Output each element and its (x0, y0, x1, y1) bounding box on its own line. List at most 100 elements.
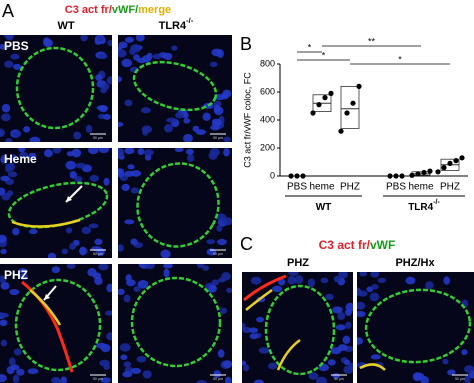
nucleus (0, 155, 8, 164)
c3-deposit (243, 274, 287, 302)
nucleus (254, 379, 264, 383)
nucleus (121, 183, 130, 191)
nucleus (118, 49, 127, 58)
group-label: TLR4-/- (408, 199, 440, 213)
nucleus (221, 272, 231, 281)
micrograph: 50 µm (0, 35, 112, 142)
nucleus (160, 249, 171, 258)
x-tick-label: PBS (287, 182, 307, 193)
nucleus (163, 52, 173, 61)
scale-bar-label: 50 µm (93, 136, 103, 140)
nucleus (143, 149, 154, 156)
significance-label: ** (368, 36, 376, 46)
nucleus (12, 374, 20, 383)
nucleus (249, 333, 259, 340)
nucleus (182, 112, 189, 119)
nucleus (118, 41, 128, 49)
nucleus (28, 152, 37, 160)
nucleus (344, 308, 352, 316)
micrograph: 50 µm (242, 272, 353, 383)
nucleus (94, 238, 103, 246)
nucleus (146, 52, 153, 60)
nucleus (202, 112, 211, 121)
nucleus (268, 362, 278, 370)
nucleus (217, 238, 227, 246)
nucleus (10, 53, 20, 60)
nucleus (87, 268, 97, 277)
nucleus (175, 112, 184, 119)
y-axis-label: C3 act fr/vWF coloc, FC (242, 72, 252, 168)
nucleus (141, 125, 153, 134)
nucleus (7, 171, 18, 178)
scale-bar-label: 50 µm (334, 377, 344, 381)
nucleus (79, 246, 87, 256)
nucleus (95, 74, 103, 81)
data-point (421, 169, 427, 176)
nucleus (80, 35, 88, 42)
nucleus (51, 376, 61, 383)
nucleus (294, 275, 304, 284)
nucleus (405, 276, 416, 285)
data-point (350, 100, 356, 106)
data-point (427, 168, 433, 174)
nucleus (118, 168, 125, 178)
x-tick-label: PHZ (440, 182, 460, 193)
nucleus (137, 148, 145, 156)
nucleus (133, 286, 141, 292)
nucleus (100, 377, 111, 383)
nucleus (96, 342, 107, 349)
column-label: TLR4-/- (159, 16, 194, 32)
nucleus (4, 60, 14, 68)
nucleus (316, 376, 328, 383)
row-label: PHZ (4, 268, 28, 282)
nucleus (0, 339, 8, 347)
vessel-wall (364, 288, 472, 364)
y-tick-label: 600 (260, 86, 275, 96)
data-point (453, 158, 459, 164)
nucleus (0, 128, 5, 138)
nucleus (420, 376, 429, 383)
nucleus (357, 301, 366, 310)
nucleus (10, 154, 17, 162)
nucleus (464, 365, 474, 373)
nucleus (102, 83, 110, 90)
nucleus (118, 244, 124, 252)
nucleus (124, 36, 134, 43)
nucleus (66, 264, 76, 270)
micrograph: 50 µm (357, 272, 474, 383)
nucleus (73, 131, 82, 140)
nucleus (186, 154, 195, 162)
nucleus (130, 187, 139, 194)
nucleus (29, 136, 41, 142)
data-point (447, 160, 453, 166)
nucleus (47, 252, 57, 258)
panel-title: C3 act fr/vWF (319, 238, 396, 252)
nucleus (88, 223, 99, 229)
nucleus (105, 310, 112, 316)
nucleus (183, 118, 191, 124)
nucleus (144, 264, 155, 270)
nucleus (337, 344, 348, 351)
scale-bar-label: 50 µm (213, 136, 223, 140)
nucleus (174, 148, 184, 153)
nucleus (19, 151, 29, 159)
nucleus (166, 117, 177, 123)
nucleus (120, 354, 128, 361)
nucleus (124, 99, 133, 107)
nucleus (118, 76, 122, 83)
scale-bar-label: 50 µm (455, 377, 465, 381)
nucleus (338, 272, 349, 279)
nucleus (13, 63, 22, 70)
data-point (441, 165, 447, 171)
nucleus (325, 293, 334, 300)
nucleus (182, 133, 193, 142)
nucleus (0, 175, 10, 182)
nucleus (357, 310, 366, 318)
scale-bar-label: 50 µm (213, 377, 223, 381)
nucleus (348, 362, 353, 370)
nucleus (74, 176, 83, 183)
nucleus (307, 278, 315, 288)
arrow-head (66, 196, 72, 202)
nucleus (12, 227, 20, 236)
